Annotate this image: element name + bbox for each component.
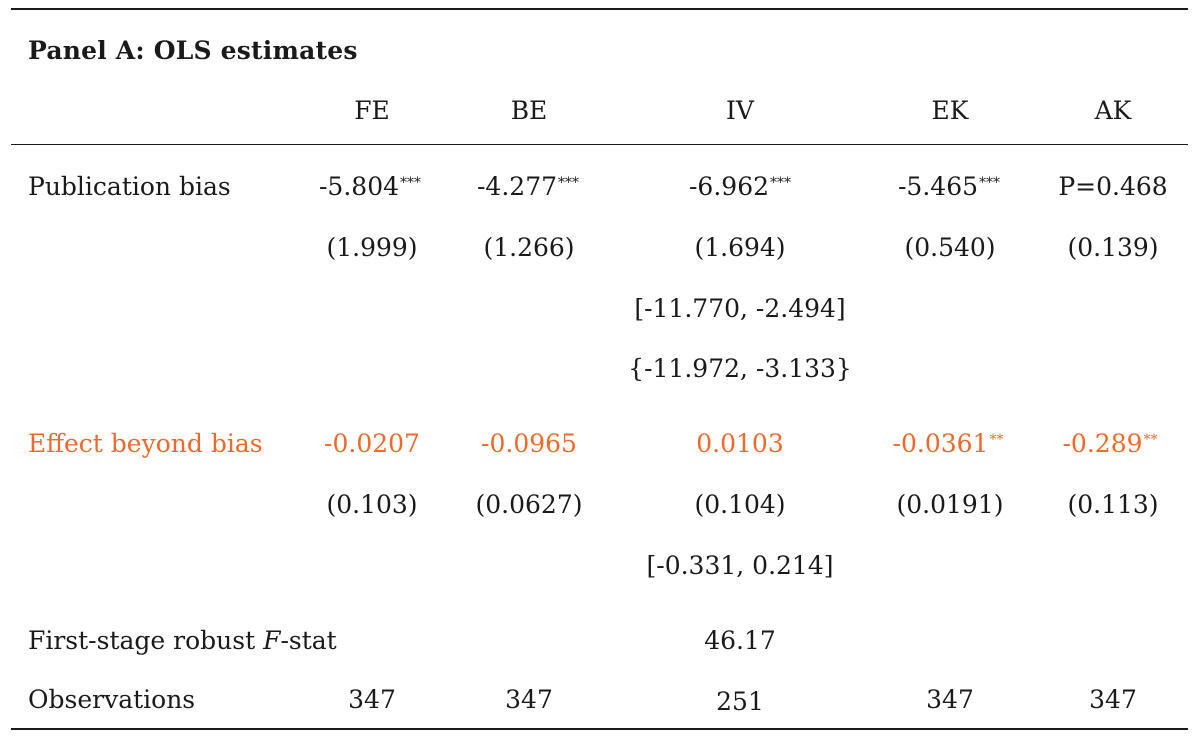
bottom-rule	[11, 728, 1188, 730]
pub-bias-iv-ci-brackets: [-11.770, -2.494]	[634, 294, 846, 323]
col-header-ek: EK	[931, 96, 969, 125]
first-stage-iv: 46.17	[704, 626, 776, 655]
pub-bias-ak: P=0.468	[1058, 172, 1168, 201]
obs-iv: 251	[716, 687, 764, 716]
effect-se-iv: (0.104)	[694, 490, 786, 519]
row-label-publication-bias: Publication bias	[28, 172, 231, 201]
obs-fe: 347	[348, 685, 396, 714]
effect-fe: -0.0207	[324, 429, 420, 458]
effect-be: -0.0965	[481, 429, 577, 458]
row-label-first-stage: First-stage robust F-stat	[28, 626, 337, 655]
pub-bias-se-ak: (0.139)	[1067, 233, 1159, 262]
col-header-ak: AK	[1094, 96, 1132, 125]
top-rule	[11, 8, 1188, 10]
pub-bias-se-be: (1.266)	[483, 233, 575, 262]
pub-bias-ek: -5.465***	[897, 172, 1001, 201]
obs-be: 347	[505, 685, 553, 714]
effect-iv-ci-brackets: [-0.331, 0.214]	[646, 551, 834, 580]
pub-bias-be: -4.277***	[476, 172, 580, 201]
row-label-effect-beyond-bias: Effect beyond bias	[28, 429, 263, 458]
obs-ak: 347	[1089, 685, 1137, 714]
obs-ek: 347	[926, 685, 974, 714]
effect-iv: 0.0103	[696, 429, 784, 458]
pub-bias-iv-ci-braces: {-11.972, -3.133}	[628, 354, 852, 383]
header-rule	[11, 144, 1188, 145]
effect-ak: -0.289**	[1062, 429, 1158, 458]
effect-se-ek: (0.0191)	[896, 490, 1004, 519]
pub-bias-se-fe: (1.999)	[326, 233, 418, 262]
pub-bias-fe: -5.804***	[318, 172, 422, 201]
row-label-observations: Observations	[28, 685, 196, 714]
effect-se-ak: (0.113)	[1067, 490, 1159, 519]
pub-bias-se-ek: (0.540)	[904, 233, 996, 262]
pub-bias-se-iv: (1.694)	[694, 233, 786, 262]
pub-bias-iv: -6.962***	[688, 172, 792, 201]
col-header-be: BE	[510, 96, 548, 125]
col-header-fe: FE	[354, 96, 390, 125]
col-header-iv: IV	[726, 96, 754, 125]
panel-title: Panel A: OLS estimates	[28, 36, 358, 65]
effect-se-be: (0.0627)	[475, 490, 583, 519]
effect-ek: -0.0361**	[892, 429, 1004, 458]
effect-se-fe: (0.103)	[326, 490, 418, 519]
